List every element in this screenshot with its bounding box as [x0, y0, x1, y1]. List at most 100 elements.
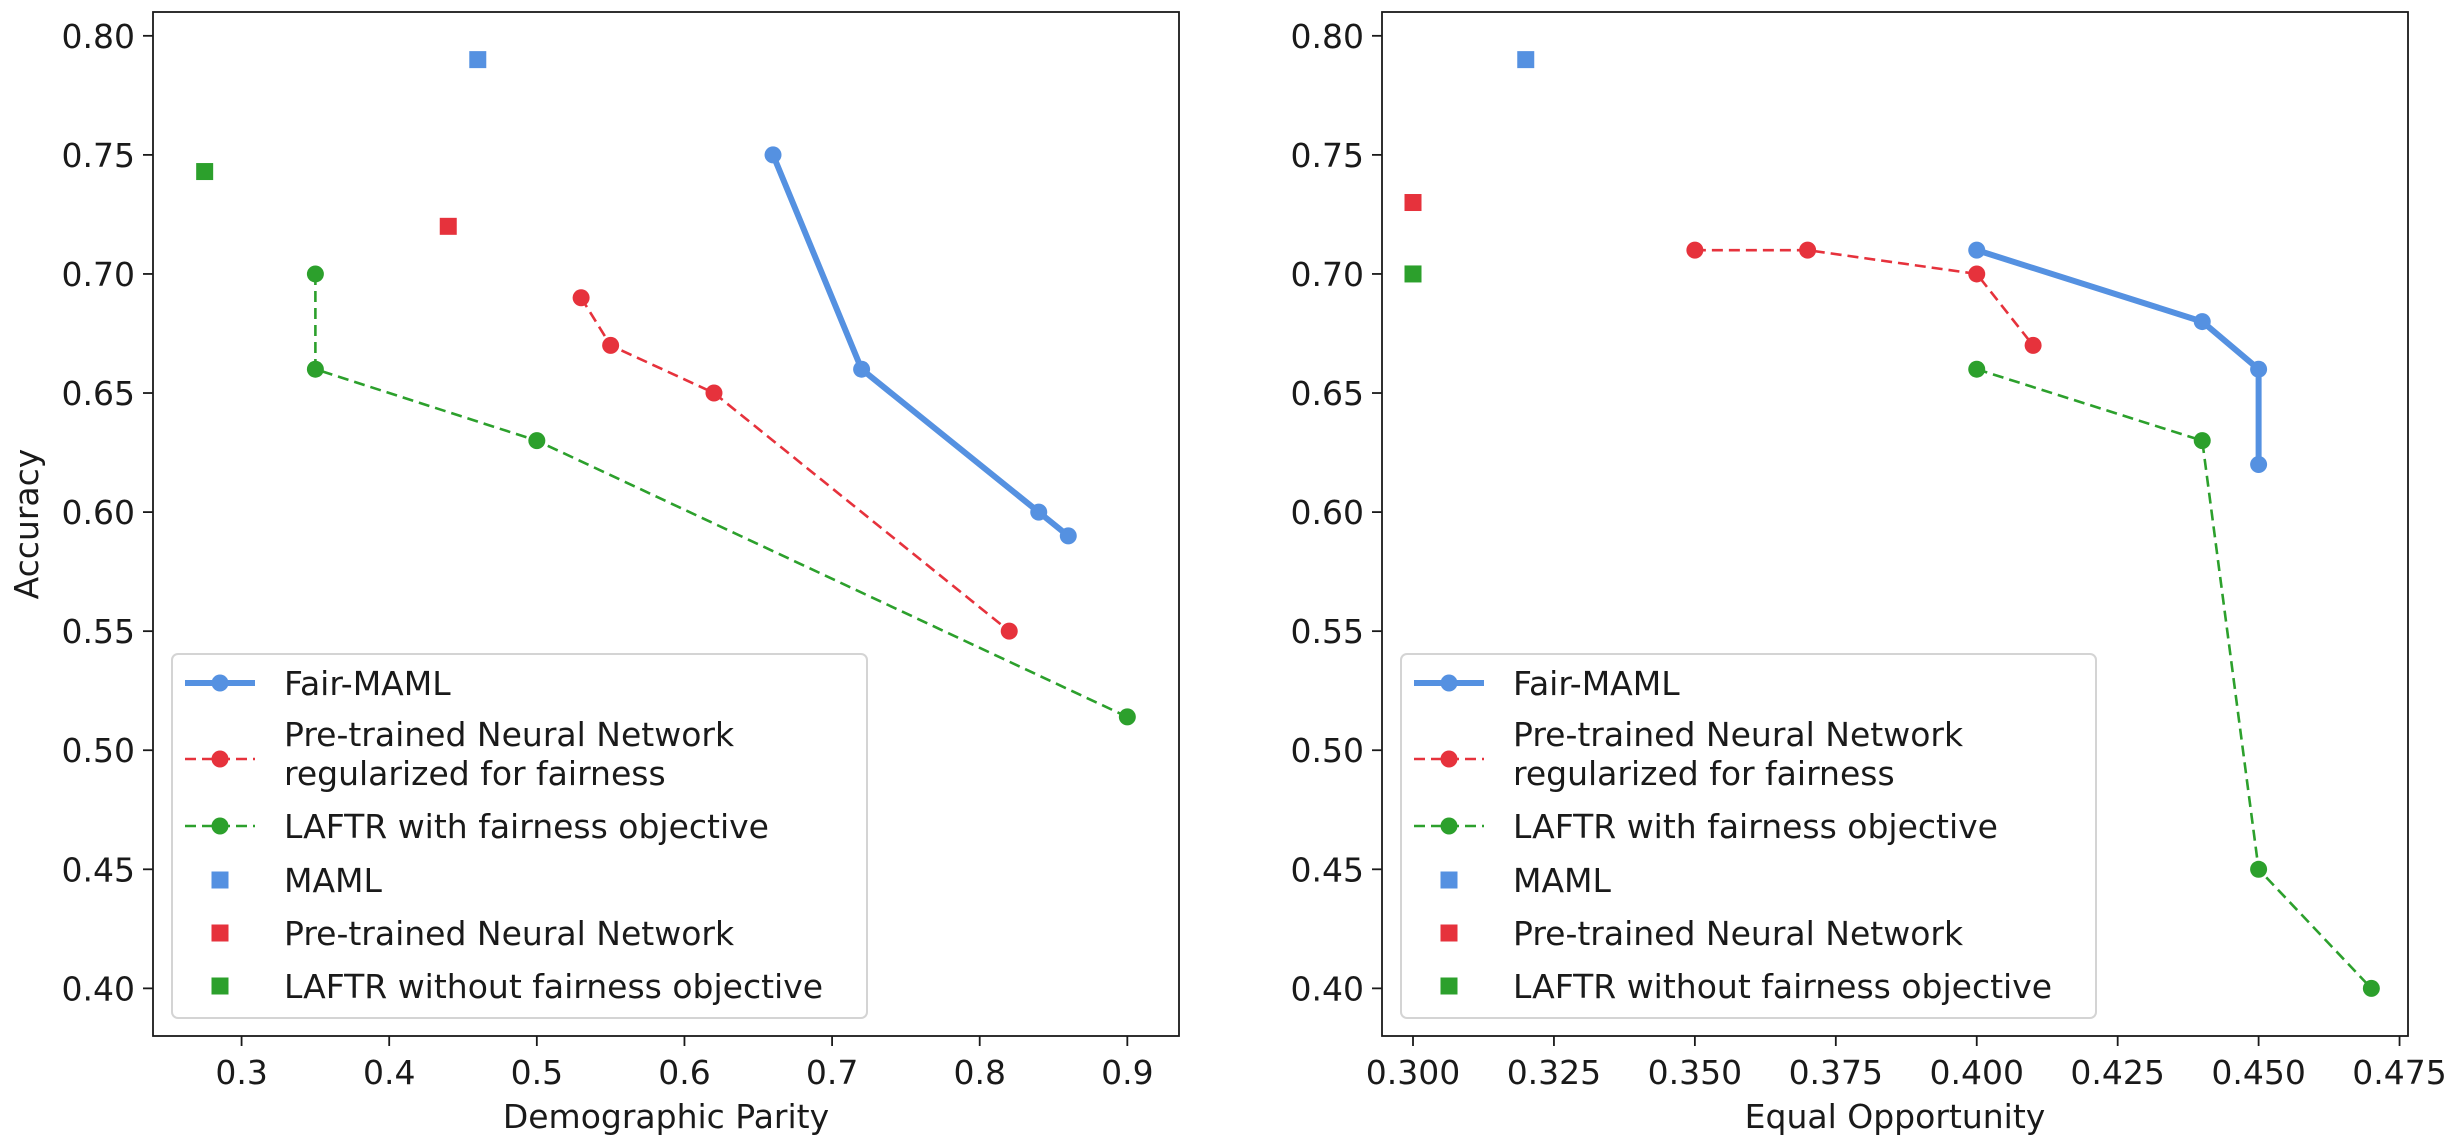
y-tick-label: 0.50	[1291, 731, 1364, 770]
data-point	[1118, 708, 1136, 726]
legend-item-fair-maml: Fair-MAML	[185, 664, 451, 703]
x-tick-label: 0.5	[511, 1053, 563, 1092]
y-axis-label: Accuracy	[7, 449, 46, 600]
series-line	[1694, 248, 2035, 347]
legend-label: Pre-trained Neural Network	[284, 914, 735, 953]
x-tick-label: 0.350	[1648, 1053, 1742, 1092]
legend-label: Fair-MAML	[1513, 664, 1680, 703]
data-point	[764, 146, 782, 164]
y-tick-label: 0.60	[1291, 493, 1364, 532]
data-point-square	[1404, 194, 1422, 212]
data-point	[306, 265, 324, 283]
plot-frame	[1381, 11, 2409, 1037]
series-line	[1975, 247, 2262, 465]
x-axis-label: Equal Opportunity	[1745, 1097, 2046, 1136]
y-tick-label: 0.45	[1291, 850, 1364, 889]
x-tick-label: 0.450	[2211, 1053, 2305, 1092]
data-point	[306, 360, 324, 378]
legend-item-maml: MAML	[1440, 861, 1612, 900]
legend-swatch-marker	[211, 750, 229, 768]
x-tick-label: 0.475	[2352, 1053, 2446, 1092]
legend-label: LAFTR without fairness objective	[1513, 967, 2052, 1006]
x-tick-label: 0.300	[1366, 1053, 1460, 1092]
y-tick-label: 0.75	[62, 136, 135, 175]
x-tick-label: 0.6	[658, 1053, 710, 1092]
data-point	[2250, 360, 2268, 378]
legend-swatch	[211, 871, 229, 889]
y-tick-label: 0.55	[1291, 612, 1364, 651]
legend-label: regularized for fairness	[1513, 754, 1895, 793]
y-tick-label: 0.75	[1291, 136, 1364, 175]
x-tick-label: 0.375	[1789, 1053, 1883, 1092]
legend-swatch	[1440, 871, 1458, 889]
data-point	[1968, 265, 1986, 283]
x-tick-label: 0.325	[1507, 1053, 1601, 1092]
legend-label: LAFTR without fairness objective	[284, 967, 823, 1006]
series-laftr-with-fairness-objective	[306, 265, 1136, 726]
chart-panel-1: 0.3 0.4 0.5 0.6 0.7 0.8 0.9 0.40 0.45 0.50 0.55 0.6…	[7, 11, 1180, 1136]
y-tick-label: 0.65	[1291, 374, 1364, 413]
data-point	[2193, 432, 2211, 450]
y-tick-label: 0.55	[62, 612, 135, 651]
x-tick-label: 0.425	[2070, 1053, 2164, 1092]
legend-swatch	[1440, 924, 1458, 942]
legend-swatch-marker	[1440, 674, 1458, 692]
data-point-square	[469, 51, 487, 69]
series-line	[314, 273, 1128, 719]
data-point-square	[1404, 265, 1422, 283]
y-tick-label: 0.80	[1291, 17, 1364, 56]
legend-label: LAFTR with fairness objective	[284, 807, 769, 846]
legend-label: regularized for fairness	[284, 754, 666, 793]
y-tick-label: 0.70	[1291, 255, 1364, 294]
plot-frame	[152, 11, 1180, 1037]
legend-label: MAML	[1513, 861, 1612, 900]
chart-panel-2: 0.300 0.325 0.350 0.375 0.400 0.425 0.450 0.475…	[1291, 11, 2446, 1136]
series-pre-trained-neural-network	[1404, 194, 1422, 212]
y-tick-label: 0.45	[62, 850, 135, 889]
data-point	[2362, 979, 2380, 997]
series-maml	[1517, 51, 1535, 69]
x-axis-label: Demographic Parity	[503, 1097, 829, 1136]
data-point	[853, 360, 871, 378]
legend-label: MAML	[284, 861, 383, 900]
series-laftr-with-fairness-objective	[1968, 360, 2380, 997]
series-fair-maml	[764, 146, 1077, 545]
legend-item-pre-trained-neural-network: Pre-trained Neural Network	[211, 914, 735, 953]
series-laftr-without-fairness-objective	[196, 163, 214, 181]
x-tick-label: 0.9	[1101, 1053, 1153, 1092]
y-tick-label: 0.80	[62, 17, 135, 56]
series-fair-maml	[1968, 241, 2268, 473]
data-point	[1968, 241, 1986, 259]
series-line	[1976, 367, 2373, 990]
legend-swatch-marker	[211, 674, 229, 692]
data-point	[572, 289, 590, 307]
series-line	[770, 153, 1071, 539]
legend-swatch	[211, 977, 229, 995]
data-point	[1000, 622, 1018, 640]
data-point	[1968, 360, 1986, 378]
legend-label: LAFTR with fairness objective	[1513, 807, 1998, 846]
series-pre-trained-neural-network	[439, 217, 457, 235]
data-point-square	[1517, 51, 1535, 69]
y-tick-label: 0.40	[1291, 969, 1364, 1008]
series-laftr-without-fairness-objective	[1404, 265, 1422, 283]
y-tick-label: 0.40	[62, 969, 135, 1008]
legend-label: Pre-trained Neural Network	[1513, 914, 1964, 953]
legend-label: Pre-trained Neural Network	[284, 715, 735, 754]
y-tick-label: 0.50	[62, 731, 135, 770]
data-point	[2193, 313, 2211, 331]
series-line	[580, 297, 1011, 633]
data-point	[602, 336, 620, 354]
series-pre-trained-neural-network-regularized-for-fairness	[1686, 241, 2042, 354]
series-maml	[469, 51, 487, 69]
y-tick-label: 0.60	[62, 493, 135, 532]
x-tick-label: 0.3	[215, 1053, 267, 1092]
legend-swatch-marker	[211, 817, 229, 835]
data-point	[1686, 241, 1704, 259]
legend-swatch	[1440, 977, 1458, 995]
